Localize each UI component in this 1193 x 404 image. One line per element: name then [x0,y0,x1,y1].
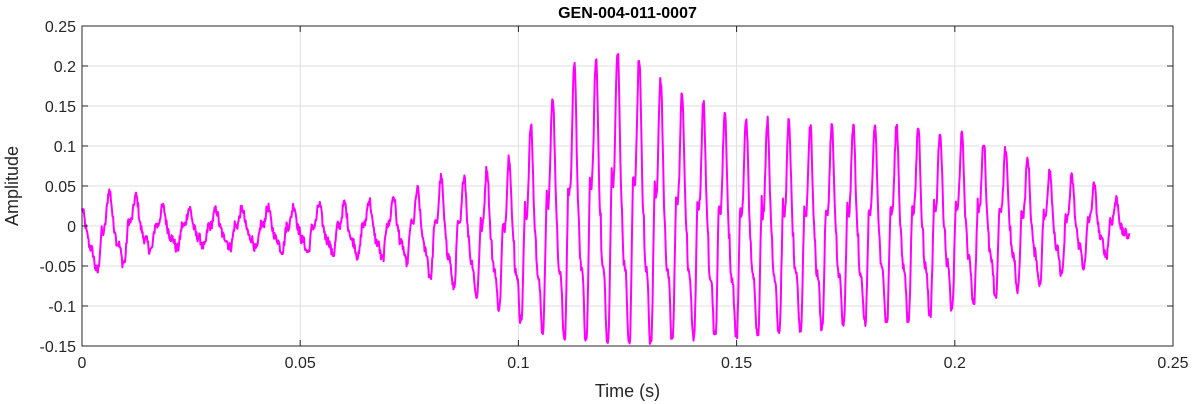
x-tick-label: 0.1 [507,355,529,372]
waveform-series-line [81,53,1131,345]
y-tick-label: -0.1 [48,299,76,316]
x-tick-label: 0.25 [1157,355,1188,372]
x-tick-label: 0.15 [721,355,752,372]
tick-labels: 0 0.05 0.1 0.15 0.2 0.25 -0.15 -0.1 -0.05 0 0.05 0.… [40,19,1189,372]
x-tick-label: 0.2 [944,355,966,372]
y-tick-label: -0.15 [40,339,77,356]
y-tick-label: 0.1 [54,139,76,156]
y-tick-label: 0.25 [45,19,76,36]
chart-title: GEN-004-011-0007 [558,5,697,22]
series-layer [81,53,1131,345]
x-tick-label: 0.05 [285,355,316,372]
y-tick-label: 0.05 [45,179,76,196]
y-tick-label: 0 [67,219,76,236]
y-tick-label: 0.2 [54,59,76,76]
y-tick-label: 0.15 [45,99,76,116]
y-tick-label: -0.05 [40,259,77,276]
x-axis-label: Time (s) [595,381,660,401]
ticks [81,25,1174,347]
x-tick-label: 0 [78,355,87,372]
y-axis-label: Amplitude [2,146,22,226]
